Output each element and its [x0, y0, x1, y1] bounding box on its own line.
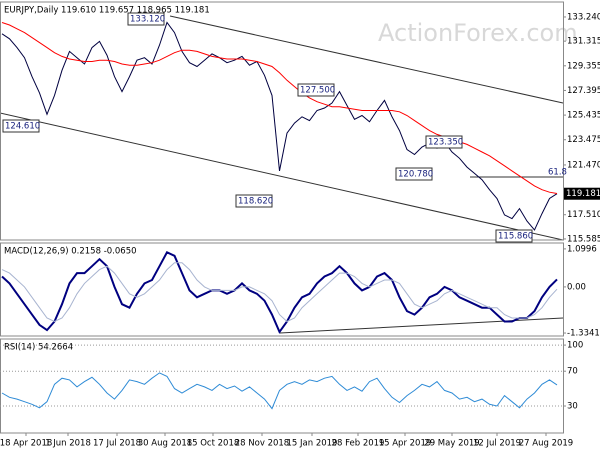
annotation-box: [425, 135, 463, 149]
x-tick-label: 15 Oct 2018: [187, 439, 240, 449]
watermark: ActionForex.com: [378, 19, 578, 47]
annotation-box: [297, 83, 335, 97]
annotation: 120.780: [398, 170, 433, 180]
y-tick-label: 129.355: [567, 61, 600, 71]
annotation-box: [235, 194, 273, 208]
x-tick-label: 17 Jul 2018: [93, 439, 141, 449]
x-tick-label: 28 Nov 2018: [235, 439, 289, 449]
series-line: [1, 22, 558, 194]
annotation: 127.500: [300, 86, 335, 96]
x-tick-label: 18 Apr 2018: [0, 439, 52, 449]
x-tick-label: 29 May 2019: [424, 439, 479, 449]
annotation: 118.620: [238, 197, 273, 207]
y-tick-label: 1.0996: [567, 244, 597, 254]
y-tick-label: -1.3341: [567, 329, 600, 339]
x-tick-label: 27 Aug 2019: [519, 439, 573, 449]
y-tick-label: 121.470: [567, 160, 600, 170]
y-tick-label: 30: [567, 402, 578, 412]
x-tick-label: 30 Aug 2018: [138, 439, 192, 449]
x-tick-label: 28 Feb 2019: [332, 439, 385, 449]
y-tick-label: 117.510: [567, 210, 600, 220]
last-price-label: 119.181: [566, 189, 600, 199]
series-line: [1, 372, 558, 410]
series-line: [1, 250, 558, 334]
y-tick-label: 125.435: [567, 111, 600, 121]
last-price-box: [564, 187, 600, 200]
series-line: [1, 262, 558, 323]
annotation-box: [395, 167, 433, 181]
annotation: 124.610: [5, 122, 40, 132]
x-tick-label: 15 Jan 2019: [287, 439, 338, 449]
series-line: [1, 21, 558, 231]
y-tick-label: 0.00: [567, 282, 586, 292]
y-tick-label: 123.475: [567, 135, 600, 145]
panel-title: RSI(14) 54.2664: [4, 343, 73, 353]
annotation: 133.120: [130, 15, 165, 25]
y-tick-label: 115.585: [567, 234, 600, 244]
panel-frame: [0, 338, 564, 434]
x-tick-label: 12 Jul 2019: [473, 439, 521, 449]
panel-title: EURJPY,Daily 119.610 119.657 118.965 119…: [4, 6, 210, 16]
channel-upper: [169, 15, 564, 104]
x-tick-label: 15 Apr 2019: [379, 439, 432, 449]
y-tick-label: 131.315: [567, 37, 600, 47]
y-tick-label: 127.395: [567, 86, 600, 96]
annotation: 61.8: [548, 168, 567, 178]
y-tick-label: 133.240: [567, 12, 600, 22]
annotation: 115.860: [498, 232, 533, 242]
panel-frame: [0, 1, 564, 241]
annotation-box: [495, 229, 533, 243]
annotation-box: [127, 12, 165, 26]
panel-frame: [0, 242, 564, 337]
channel-lower: [0, 112, 564, 241]
x-tick-label: 1 Jun 2018: [45, 439, 91, 449]
annotation-box: [2, 119, 40, 133]
panel-title: MACD(12,26,9) 0.2158 -0.0650: [4, 247, 137, 257]
annotation: 123.350: [428, 138, 463, 148]
y-tick-label: 70: [567, 367, 578, 377]
y-tick-label: 100: [567, 341, 583, 351]
